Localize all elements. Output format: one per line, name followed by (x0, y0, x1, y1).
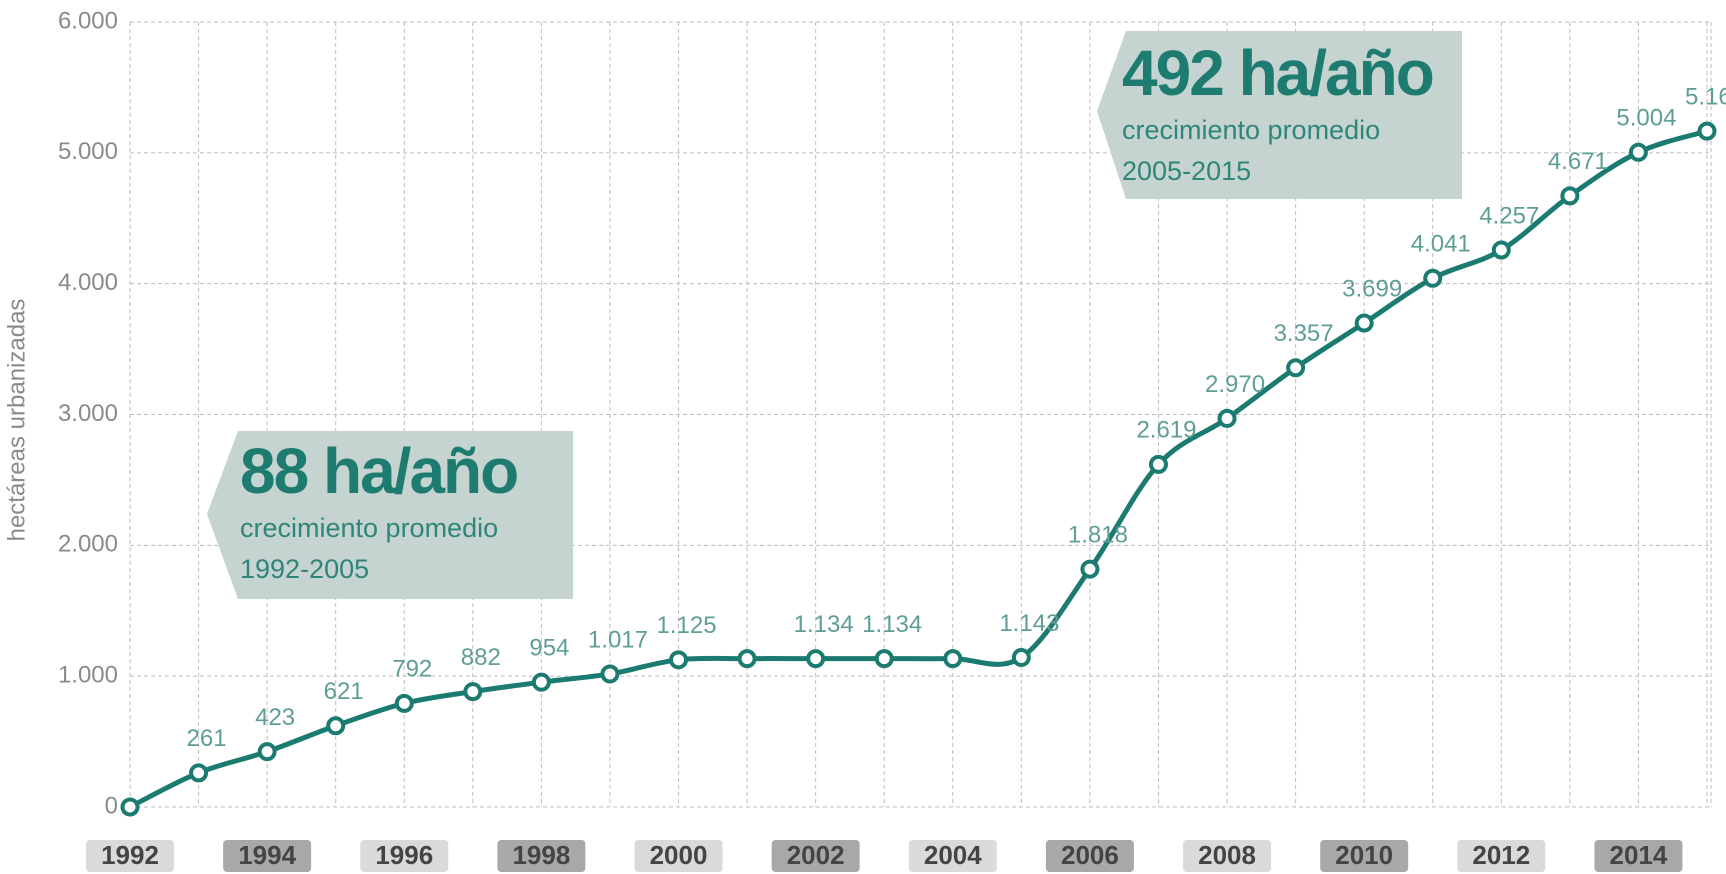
callout: 88 ha/año crecimiento promedio 1992-2005 (207, 431, 573, 599)
data-label: 792 (392, 656, 432, 683)
y-tick-label: 2.000 (58, 531, 118, 558)
grid (129, 21, 1712, 808)
x-tick-label: 2006 (1061, 840, 1119, 870)
x-tick-box (497, 840, 586, 872)
marker (189, 763, 209, 783)
data-label: 954 (529, 635, 569, 662)
marker (737, 649, 757, 669)
marker (806, 649, 826, 669)
x-tick-box (1320, 840, 1409, 872)
marker (1560, 186, 1580, 206)
marker (1217, 408, 1237, 428)
marker (394, 693, 414, 713)
y-tick-label: 3.000 (58, 400, 118, 427)
y-tick-label: 5.000 (58, 138, 118, 165)
marker (257, 742, 277, 762)
marker (1080, 559, 1100, 579)
data-label: 1.143 (999, 610, 1059, 637)
data-label: 4.257 (1479, 202, 1539, 229)
callout-headline: 492 ha/año (1122, 37, 1433, 109)
data-label: 1.017 (588, 626, 648, 653)
x-tick-label: 2014 (1610, 840, 1668, 870)
x-tick-label: 2004 (924, 840, 982, 870)
data-label: 1.134 (794, 611, 854, 638)
x-tick-box (360, 840, 449, 872)
data-label: 5.166 (1685, 83, 1726, 110)
data-label: 3.357 (1274, 320, 1334, 347)
marker (326, 716, 346, 736)
callout-headline: 88 ha/año (240, 435, 517, 507)
callout-text: crecimiento promedio (240, 513, 498, 543)
marker (1491, 240, 1511, 260)
marker (600, 664, 620, 684)
x-tick-label: 2010 (1335, 840, 1393, 870)
x-tick-label: 2012 (1472, 840, 1530, 870)
x-tick-label: 2002 (787, 840, 845, 870)
marker (1628, 142, 1648, 162)
x-tick-label: 2008 (1198, 840, 1256, 870)
data-label: 423 (255, 704, 295, 731)
data-label: 621 (324, 678, 364, 705)
marker (669, 650, 689, 670)
data-label: 261 (187, 725, 227, 752)
callout-text: crecimiento promedio (1122, 115, 1380, 145)
x-tick-label: 1998 (512, 840, 570, 870)
data-label: 4.671 (1548, 148, 1608, 175)
x-tick-box (634, 840, 723, 872)
data-label: 4.041 (1411, 231, 1471, 258)
marker (1148, 454, 1168, 474)
data-label: 882 (461, 644, 501, 671)
x-tick-box (86, 840, 174, 872)
x-tick-label: 1994 (238, 840, 296, 870)
marker (1697, 121, 1717, 141)
x-tick-box (771, 840, 860, 872)
y-tick-label: 0 (105, 792, 118, 819)
marker (1286, 358, 1306, 378)
data-label: 2.970 (1205, 371, 1265, 398)
marker (1011, 647, 1031, 667)
callout: 492 ha/año crecimiento promedio 2005-201… (1097, 31, 1462, 199)
x-tick-box (1045, 840, 1134, 872)
x-tick-box (1457, 840, 1546, 872)
y-tick-label: 4.000 (58, 269, 118, 296)
marker (874, 649, 894, 669)
x-tick-box (1183, 840, 1272, 872)
callout-box (207, 431, 573, 599)
x-tick-box (223, 840, 312, 872)
data-label: 1.125 (656, 612, 716, 639)
y-tick-label: 6.000 (58, 7, 118, 34)
x-tick-label: 1996 (375, 840, 433, 870)
callout-box (1097, 31, 1462, 199)
data-label: 1.134 (862, 611, 922, 638)
x-tick-box (908, 840, 997, 872)
marker (1354, 313, 1374, 333)
y-tick-label: 1.000 (58, 662, 118, 689)
marker (120, 797, 140, 817)
callout-period: 2005-2015 (1122, 156, 1251, 186)
marker (531, 672, 551, 692)
data-label: 2.619 (1136, 417, 1196, 444)
marker (1423, 268, 1443, 288)
data-label: 3.699 (1342, 275, 1402, 302)
x-tick-box (1594, 840, 1683, 872)
data-label: 5.004 (1616, 105, 1676, 132)
marker (943, 649, 963, 669)
data-label: 1.818 (1068, 521, 1128, 548)
marker (463, 682, 483, 702)
x-tick-label: 2000 (650, 840, 708, 870)
callout-period: 1992-2005 (240, 554, 369, 584)
x-tick-label: 1992 (101, 840, 159, 870)
y-axis-label: hectáreas urbanizadas (3, 299, 30, 542)
